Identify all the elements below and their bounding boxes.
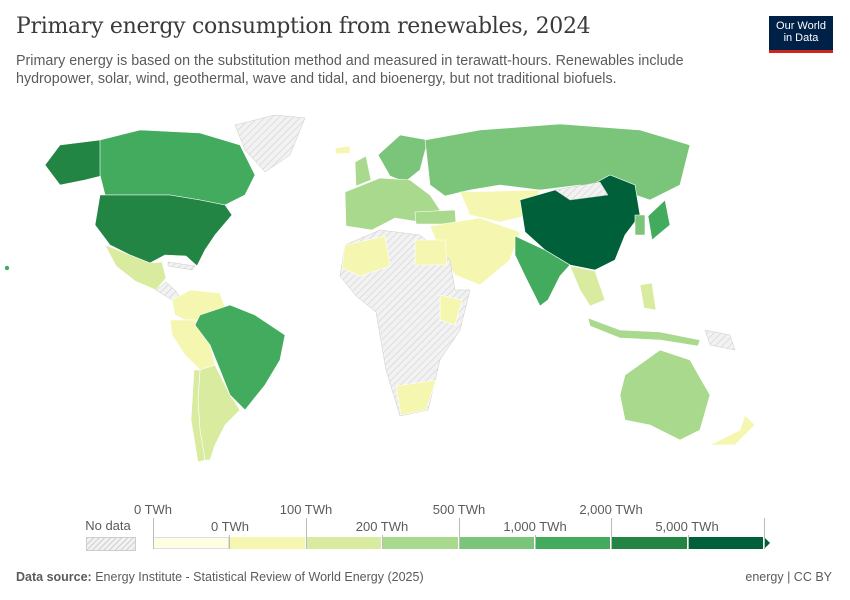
legend-tick xyxy=(305,518,307,549)
data-source: Data source: Energy Institute - Statisti… xyxy=(16,570,424,584)
legend-top-label-2: 500 TWh xyxy=(432,502,486,517)
country-new-zealand[interactable] xyxy=(709,414,756,446)
legend-bin-4[interactable] xyxy=(458,537,535,549)
map-legend: No data 0 TWh 100 TWh 500 TWh 2,000 TWh … xyxy=(0,500,850,560)
legend-bin-1[interactable] xyxy=(229,537,306,549)
legend-tick xyxy=(535,535,536,549)
legend-tick xyxy=(153,518,154,549)
country-greenland[interactable] xyxy=(234,114,306,173)
legend-bottom-label-1: 200 TWh xyxy=(355,519,409,534)
country-alaska[interactable] xyxy=(44,139,106,186)
legend-top-label-0: 0 TWh xyxy=(133,502,173,517)
legend-tick xyxy=(229,535,231,549)
country-chile[interactable] xyxy=(190,369,206,463)
legend-tick xyxy=(687,535,689,549)
source-label: Data source: xyxy=(16,570,92,584)
chart-title: Primary energy consumption from renewabl… xyxy=(16,14,591,39)
country-united-kingdom[interactable] xyxy=(354,155,372,187)
legend-top-label-3: 2,000 TWh xyxy=(579,502,643,517)
country-australia[interactable] xyxy=(619,349,711,441)
owid-logo[interactable]: Our World in Data xyxy=(769,16,833,53)
country-indonesia[interactable] xyxy=(587,317,701,347)
legend-bin-5[interactable] xyxy=(535,537,612,549)
world-map xyxy=(4,114,756,463)
country-russia[interactable] xyxy=(424,123,691,201)
country-papua-new-guinea[interactable] xyxy=(704,329,736,351)
country-algeria-morocco[interactable] xyxy=(341,235,391,277)
country-kenya-ethiopia[interactable] xyxy=(439,294,463,326)
legend-tick xyxy=(611,518,613,549)
country-scandinavia[interactable] xyxy=(377,134,429,183)
source-link[interactable]: Energy Institute - Statistical Review of… xyxy=(95,570,424,584)
country-southeast-asia[interactable] xyxy=(569,265,606,307)
country-united-states[interactable] xyxy=(94,194,233,267)
country-hawaii[interactable] xyxy=(4,265,10,271)
country-philippines[interactable] xyxy=(639,282,657,311)
country-brazil[interactable] xyxy=(194,304,286,411)
country-mexico[interactable] xyxy=(104,244,167,291)
legend-tick xyxy=(458,518,460,549)
legend-bin-2[interactable] xyxy=(305,537,383,549)
country-korea[interactable] xyxy=(634,214,646,236)
logo-line-1: Our World xyxy=(776,20,826,32)
caribbean-cuba[interactable] xyxy=(167,261,196,271)
legend-arrow-icon xyxy=(764,537,771,549)
chart-subtitle: Primary energy is based on the substitut… xyxy=(16,53,684,87)
country-canada[interactable] xyxy=(99,129,256,206)
country-japan[interactable] xyxy=(647,199,671,241)
legend-bottom-label-2: 1,000 TWh xyxy=(503,519,567,534)
legend-no-data-label: No data xyxy=(85,518,131,533)
legend-bottom-label-0: 0 TWh xyxy=(210,519,250,534)
legend-top-label-1: 100 TWh xyxy=(279,502,333,517)
country-india[interactable] xyxy=(514,235,571,307)
country-south-africa[interactable] xyxy=(395,379,437,416)
license[interactable]: energy | CC BY xyxy=(745,570,832,584)
legend-no-data-swatch[interactable] xyxy=(86,537,136,551)
legend-tick xyxy=(764,518,766,549)
legend-bin-0[interactable] xyxy=(153,537,230,549)
legend-bottom-label-3: 5,000 TWh xyxy=(655,519,719,534)
country-mongolia[interactable] xyxy=(554,181,609,201)
legend-bin-3[interactable] xyxy=(382,537,459,549)
country-turkey[interactable] xyxy=(414,209,457,225)
country-iceland[interactable] xyxy=(334,145,351,155)
central-america[interactable] xyxy=(155,281,183,301)
legend-bin-6[interactable] xyxy=(611,537,688,549)
country-kazakhstan-central-asia[interactable] xyxy=(459,189,541,223)
legend-tick xyxy=(382,535,384,549)
country-egypt[interactable] xyxy=(414,239,448,266)
legend-bin-7[interactable] xyxy=(687,537,765,549)
logo-line-2: in Data xyxy=(783,32,819,44)
